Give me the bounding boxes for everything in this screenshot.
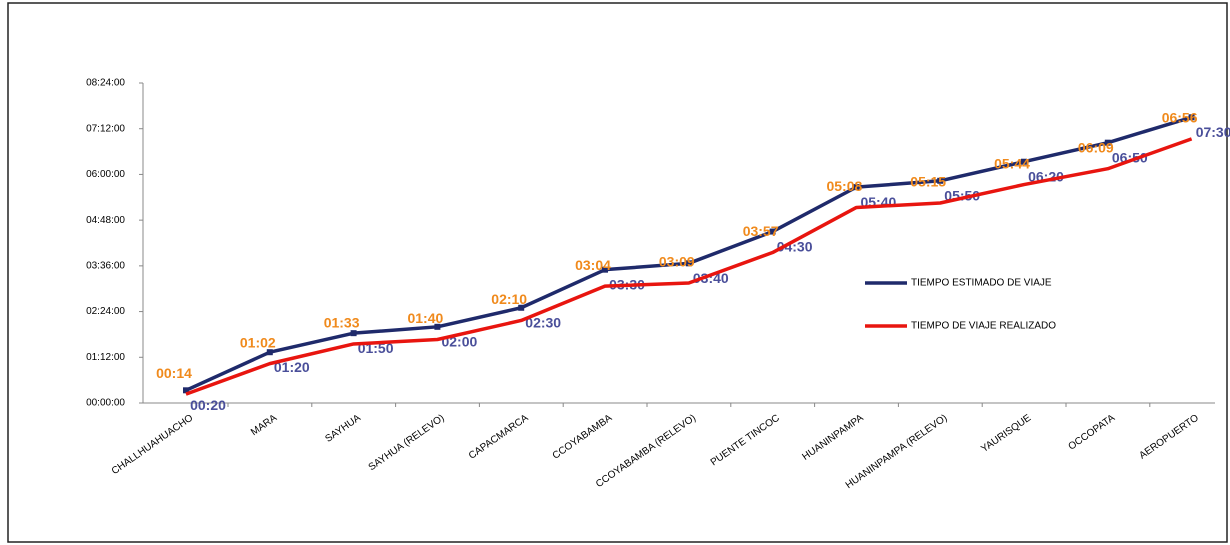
point-marker: [769, 228, 776, 235]
y-tick-label: 07:12:00: [86, 123, 125, 134]
point-marker: [685, 260, 692, 267]
legend-label: TIEMPO DE VIAJE REALIZADO: [911, 321, 1056, 332]
y-tick-label: 01:12:00: [86, 352, 125, 363]
legend-label: TIEMPO ESTIMADO DE VIAJE: [911, 278, 1052, 289]
data-label: 01:02: [240, 334, 276, 350]
data-label: 01:40: [407, 310, 443, 326]
point-marker: [350, 330, 357, 337]
data-label: 05:15: [910, 174, 946, 190]
series-line: [185, 137, 1193, 396]
x-tick-label: CCOYABAMBA: [551, 412, 615, 461]
data-label: 07:30: [1196, 124, 1230, 140]
x-tick-label: MARA: [249, 412, 279, 438]
data-label: 03:04: [575, 257, 611, 273]
data-label: 02:30: [525, 314, 561, 330]
data-label: 03:09: [659, 254, 695, 270]
point-marker: [853, 184, 860, 191]
x-tick-label: YAURISQUE: [979, 412, 1033, 455]
frame: [7, 2, 1228, 543]
y-tick-label: 02:24:00: [86, 306, 125, 317]
y-tick-label: 06:00:00: [86, 169, 125, 180]
data-label: 01:33: [324, 315, 360, 331]
point-marker: [602, 266, 608, 273]
data-label: 02:10: [491, 291, 527, 307]
x-tick-label: PUENTE TINCOC: [709, 413, 782, 469]
data-label: 06:09: [1078, 139, 1114, 155]
data-label: 03:57: [743, 223, 779, 239]
x-tick-label: CAPACMARCA: [467, 412, 531, 461]
y-tick-label: 04:48:00: [86, 215, 125, 226]
data-label: 00:20: [190, 397, 226, 413]
y-tick-label: 08:24:00: [86, 78, 125, 89]
y-tick-label: 03:36:00: [86, 260, 125, 271]
data-label: 06:56: [1162, 110, 1198, 126]
x-tick-label: CHALLHUAHUACHO: [110, 412, 196, 477]
x-tick-label: AEROPUERTO: [1137, 412, 1201, 461]
y-tick-label: 00:00:00: [86, 398, 125, 409]
point-marker: [1104, 139, 1111, 146]
point-marker: [518, 304, 525, 311]
data-label: 01:20: [274, 359, 310, 375]
point-marker: [183, 387, 189, 394]
data-label: 05:44: [994, 155, 1030, 171]
x-tick-label: HUANINPAMPA: [800, 412, 865, 462]
point-marker: [266, 349, 273, 356]
point-marker: [1188, 114, 1195, 121]
x-tick-label: OCCOPATA: [1067, 412, 1118, 452]
data-label: 05:08: [826, 178, 862, 194]
data-label: 04:30: [777, 238, 813, 254]
point-marker: [434, 323, 441, 330]
data-label: 00:14: [156, 365, 192, 381]
data-label: 03:40: [693, 270, 729, 286]
x-tick-label: SAYHUA: [323, 412, 363, 444]
x-tick-label: SAYHUA (RELEVO): [367, 413, 447, 474]
data-label: 06:50: [1112, 149, 1148, 165]
point-marker: [937, 177, 944, 184]
point-marker: [1021, 158, 1027, 165]
